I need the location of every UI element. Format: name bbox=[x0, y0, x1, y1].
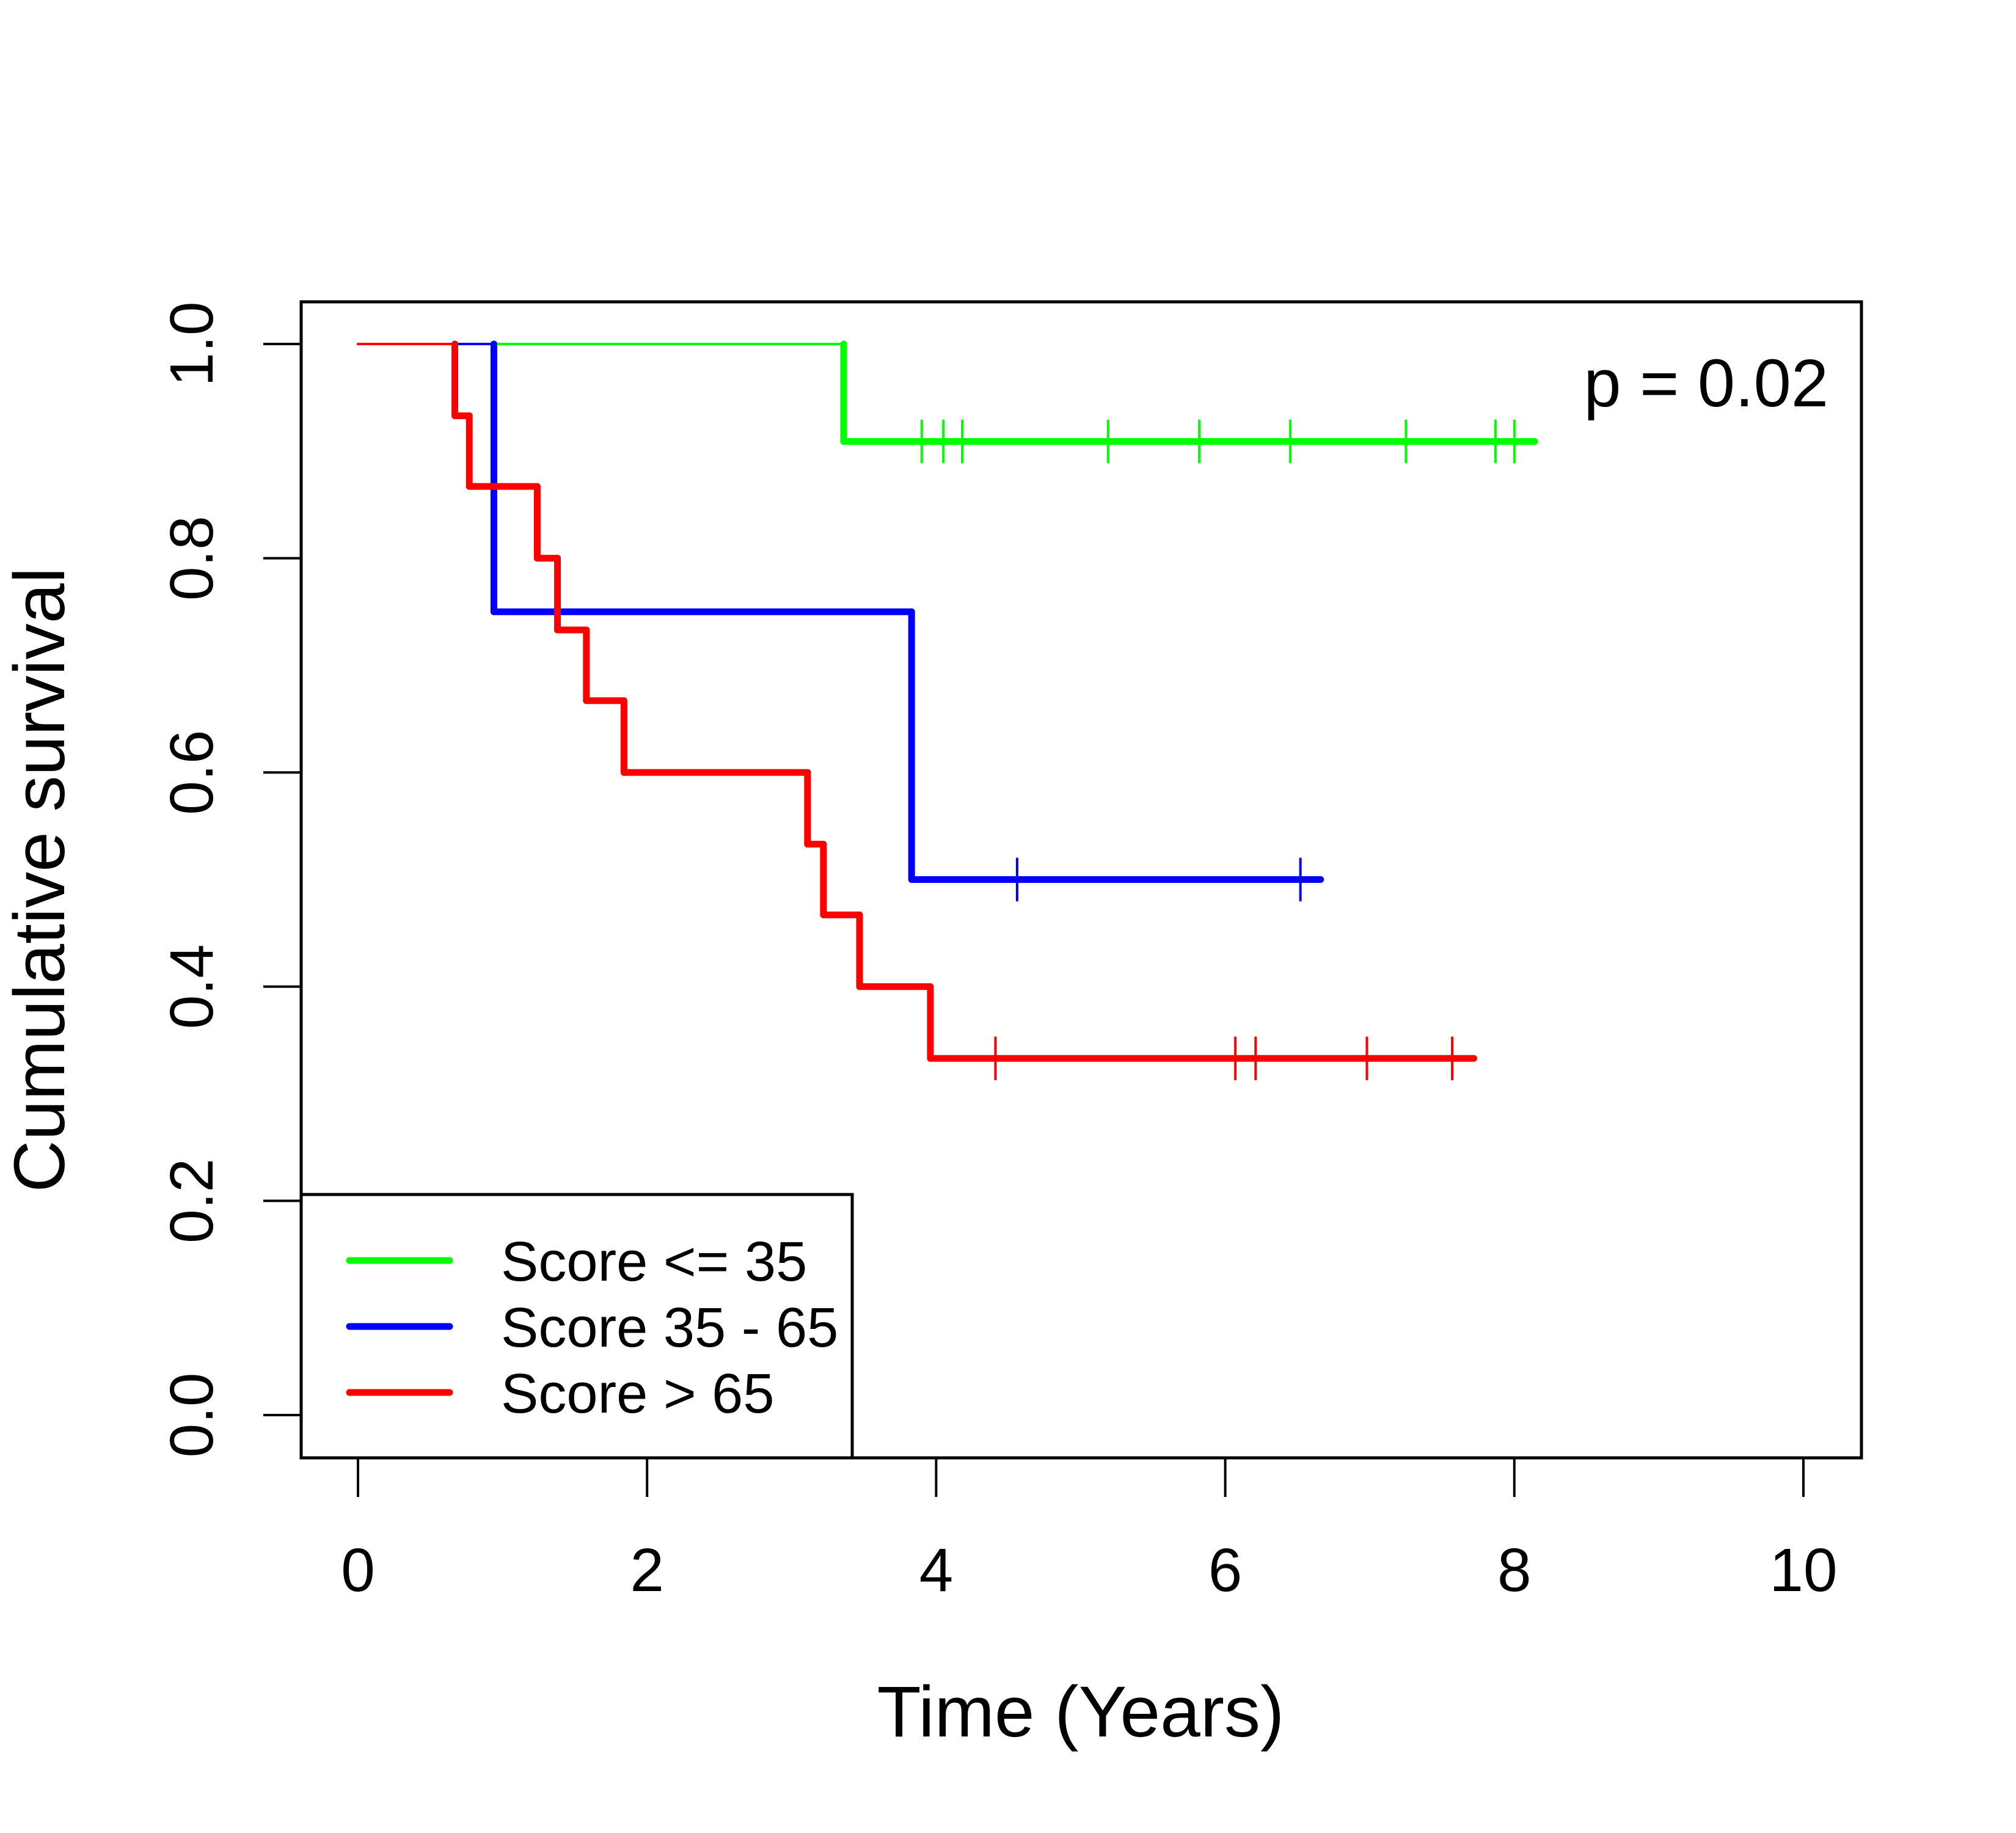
legend-item: Score > 65 bbox=[346, 1363, 775, 1425]
legend-label: Score > 65 bbox=[501, 1363, 775, 1425]
x-tick-label: 0 bbox=[341, 1536, 375, 1604]
x-tick-label: 4 bbox=[919, 1536, 954, 1604]
legend-box bbox=[299, 1193, 854, 1460]
legend-label: Score 35 - 65 bbox=[501, 1297, 838, 1359]
legend-item: Score <= 35 bbox=[346, 1231, 807, 1293]
y-tick-label: 1.0 bbox=[158, 301, 226, 386]
series-1 bbox=[357, 340, 1324, 902]
x-tick-label: 6 bbox=[1208, 1536, 1243, 1604]
legend-label: Score <= 35 bbox=[501, 1231, 807, 1293]
legend-item: Score 35 - 65 bbox=[346, 1297, 838, 1359]
x-axis-title: Time (Years) bbox=[877, 1672, 1285, 1752]
y-tick-label: 0.2 bbox=[158, 1158, 226, 1243]
x-tick-label: 10 bbox=[1769, 1536, 1837, 1604]
series-2 bbox=[357, 340, 1478, 1081]
y-tick-label: 0.6 bbox=[158, 730, 226, 815]
y-tick-label: 0.4 bbox=[158, 944, 226, 1029]
survival-curves bbox=[357, 340, 1538, 1081]
x-tick-label: 2 bbox=[630, 1536, 664, 1604]
x-tick-label: 8 bbox=[1497, 1536, 1532, 1604]
y-tick-label: 0.8 bbox=[158, 516, 226, 601]
p-value-annotation: p = 0.02 bbox=[1583, 346, 1828, 421]
y-tick-label: 0.0 bbox=[158, 1372, 226, 1457]
y-axis-title: Cumulative survival bbox=[0, 568, 80, 1193]
y-axis: 0.0 0.2 0.4 0.6 0.8 1.0 bbox=[158, 301, 302, 1458]
